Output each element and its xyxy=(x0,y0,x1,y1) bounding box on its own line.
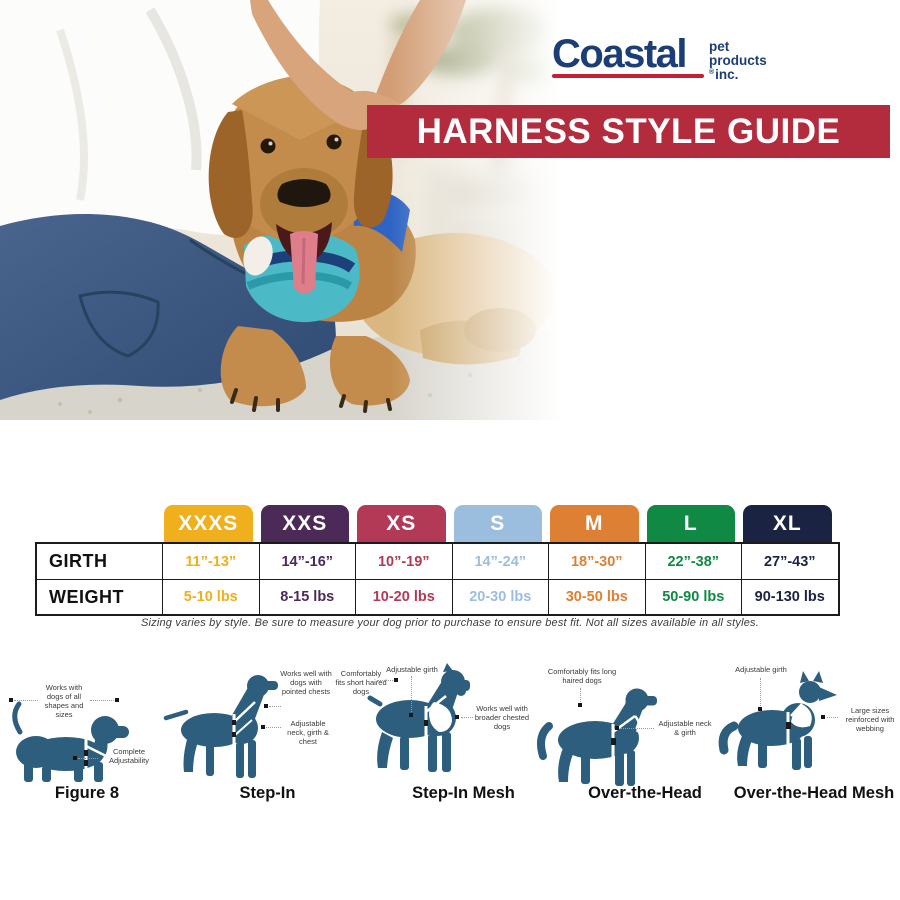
dog-illustration-figure-8 xyxy=(12,701,129,782)
weight-value: 30-50 lbs xyxy=(548,579,645,614)
style-name: Step-In xyxy=(239,784,296,802)
size-tab-xxxs: XXXS xyxy=(164,505,253,542)
hero-photo xyxy=(0,0,560,420)
annotation: Complete Adjustability xyxy=(108,747,150,765)
weight-row: WEIGHT 5-10 lbs 8-15 lbs 10-20 lbs 20-30… xyxy=(37,579,838,614)
photo-right-fade xyxy=(390,0,560,420)
page-title: HARNESS STYLE GUIDE xyxy=(416,111,841,151)
leader-line xyxy=(266,727,281,728)
weight-value: 20-30 lbs xyxy=(451,579,548,614)
annotation: Comfortably fits long haired dogs xyxy=(547,667,617,685)
style-card-over-the-head-mesh: Adjustable girth Large sizes reinforced … xyxy=(700,650,900,808)
leader-line xyxy=(90,700,114,701)
size-tab-s: S xyxy=(453,505,542,542)
size-table: XXXS XXS XS S M L XL GIRTH 11”-13” 14”-1… xyxy=(35,505,840,616)
size-tab-l: L xyxy=(646,505,735,542)
leader-line xyxy=(269,706,281,707)
size-tab-xs: XS xyxy=(357,505,446,542)
logo-underline xyxy=(552,73,704,78)
leader-line xyxy=(760,678,761,706)
annotation: Large sizes reinforced with webbing xyxy=(845,706,895,733)
girth-value: 27”-43” xyxy=(741,544,838,579)
leader-dot xyxy=(261,725,265,729)
leader-dot xyxy=(9,698,13,702)
girth-value: 18”-30” xyxy=(548,544,645,579)
size-tab-xxs: XXS xyxy=(260,505,349,542)
annotation: Comfortably fits short haired dogs xyxy=(335,669,387,696)
weight-value: 50-90 lbs xyxy=(644,579,741,614)
girth-value: 10”-19” xyxy=(355,544,452,579)
style-card-step-in-mesh: Comfortably fits short haired dogs Adjus… xyxy=(335,650,529,808)
leader-dot xyxy=(394,678,398,682)
leader-dot xyxy=(821,715,825,719)
leader-line xyxy=(580,688,581,702)
size-tab-m: M xyxy=(550,505,639,542)
weight-value: 5-10 lbs xyxy=(162,579,259,614)
weight-row-label: WEIGHT xyxy=(37,579,162,614)
style-card-over-the-head: Comfortably fits long haired dogs Adjust… xyxy=(520,650,711,808)
annotation: Adjustable neck & girth xyxy=(658,719,712,737)
dog-illustration-step-in-mesh xyxy=(367,663,470,772)
dog-illustration-over-the-head xyxy=(537,688,657,786)
style-card-figure-8: Works with dogs of all shapes and sizes … xyxy=(2,650,160,808)
leader-line xyxy=(14,700,38,701)
leader-line xyxy=(827,717,838,718)
weight-value: 8-15 lbs xyxy=(258,579,355,614)
registered-mark: ® xyxy=(709,69,715,77)
girth-value: 22”-38” xyxy=(644,544,742,579)
size-tab-xl: XL xyxy=(743,505,832,542)
leader-dot xyxy=(758,707,762,711)
mesh-panel xyxy=(429,702,452,732)
dog-illustration-step-in xyxy=(163,675,278,778)
weight-value: 90-130 lbs xyxy=(741,579,838,614)
girth-value: 14”-16” xyxy=(258,544,356,579)
annotation: Adjustable neck, girth & chest xyxy=(287,719,329,746)
annotation: Works with dogs of all shapes and sizes xyxy=(44,683,84,719)
bone-tag xyxy=(243,236,273,276)
leader-line xyxy=(78,758,98,759)
leader-dot xyxy=(615,726,619,730)
logo-brand-text: Coastal xyxy=(552,32,688,76)
style-name: Over-the-Head xyxy=(588,784,702,802)
leader-line xyxy=(377,680,393,681)
leader-line xyxy=(411,676,412,712)
leader-dot xyxy=(455,715,459,719)
style-name: Step-In Mesh xyxy=(412,784,515,802)
size-table-header: XXXS XXS XS S M L XL xyxy=(35,505,840,542)
leader-dot xyxy=(409,713,413,717)
leader-dot xyxy=(115,698,119,702)
style-name: Over-the-Head Mesh xyxy=(733,784,895,802)
leader-dot xyxy=(73,756,77,760)
girth-value: 14”-24” xyxy=(451,544,549,579)
sizing-note: Sizing varies by style. Be sure to measu… xyxy=(140,617,760,629)
girth-row: GIRTH 11”-13” 14”-16” 10”-19” 14”-24” 18… xyxy=(37,544,838,579)
logo-inc: inc. xyxy=(715,67,739,83)
title-banner: HARNESS STYLE GUIDE xyxy=(367,105,890,158)
leader-line xyxy=(461,717,473,718)
annotation: Adjustable girth xyxy=(386,665,438,674)
logo-products: products xyxy=(709,53,767,69)
annotation: Works well with broader chested dogs xyxy=(474,704,530,731)
coastal-logo: Coastal pet products ® inc. xyxy=(552,32,767,83)
style-card-step-in: Works well with dogs with pointed chests… xyxy=(160,650,335,808)
leader-line xyxy=(620,728,654,729)
weight-value: 10-20 lbs xyxy=(355,579,452,614)
style-name: Figure 8 xyxy=(54,784,120,802)
annotation: Works well with dogs with pointed chests xyxy=(280,669,332,696)
dog-illustration-over-the-head-mesh xyxy=(718,671,837,770)
girth-value: 11”-13” xyxy=(162,544,259,579)
annotation: Adjustable girth xyxy=(735,665,787,674)
logo-subtext: pet products ® inc. xyxy=(709,39,767,83)
girth-row-label: GIRTH xyxy=(49,551,108,571)
leader-dot xyxy=(578,703,582,707)
logo-pet: pet xyxy=(709,39,730,54)
leader-dot xyxy=(264,704,268,708)
